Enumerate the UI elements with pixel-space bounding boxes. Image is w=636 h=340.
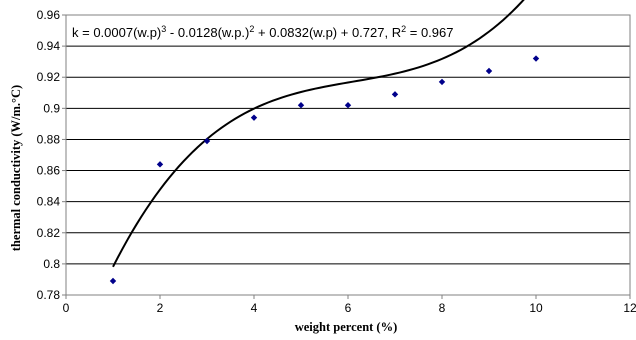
y-tick-label: 0.96 [37,8,61,22]
y-tick-label: 0.86 [37,164,61,178]
data-point [438,78,446,86]
x-axis-title: weight percent (%) [295,320,398,334]
x-tick-label: 8 [439,301,446,315]
data-point [156,161,164,168]
data-point [250,114,258,121]
x-tick-label: 6 [345,301,352,315]
data-point [344,102,352,109]
trendline-equation: k = 0.0007(w.p)3 - 0.0128(w.p.)2 + 0.083… [72,24,453,40]
y-axis-title: thermal conductivity (W/m.°C) [9,85,23,251]
plot-area [65,14,631,296]
y-tick-label: 0.9 [43,101,60,115]
gridlines [66,45,630,265]
data-point [391,91,399,98]
x-tick-label: 12 [623,301,636,315]
x-tick-label: 2 [157,301,164,315]
x-tick-label: 10 [529,301,543,315]
y-axis-ticks: 0.78 0.8 0.82 0.84 0.86 0.88 0.9 0.92 0.94 0.96 [37,8,66,302]
y-tick-label: 0.84 [37,195,61,209]
y-tick-label: 0.82 [37,226,61,240]
y-tick-label: 0.8 [43,257,60,271]
data-point [485,67,493,75]
x-tick-label: 0 [63,301,70,315]
y-tick-label: 0.92 [37,70,61,84]
y-tick-label: 0.94 [37,39,61,53]
data-point [532,55,540,62]
data-point [297,102,305,109]
data-points [109,55,540,285]
y-tick-label: 0.88 [37,132,61,146]
data-point [109,277,117,285]
y-tick-label: 0.78 [37,288,61,302]
trendline [112,0,525,268]
data-point [203,137,211,145]
x-tick-label: 4 [251,301,258,315]
x-axis-ticks: 0 2 4 6 8 10 12 [63,295,636,315]
